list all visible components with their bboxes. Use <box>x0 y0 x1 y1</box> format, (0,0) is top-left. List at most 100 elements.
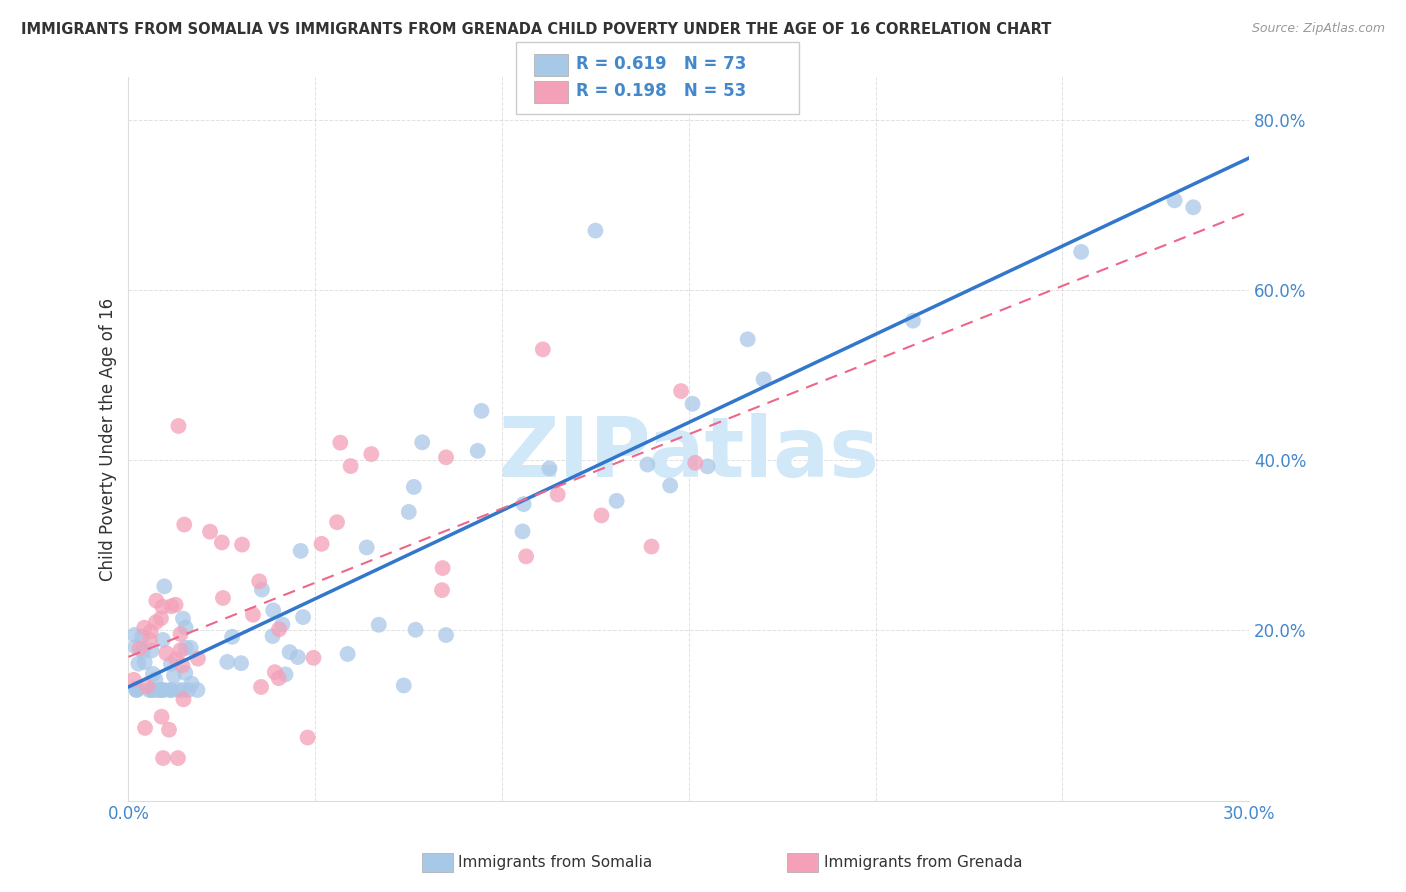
Text: ZIPatlas: ZIPatlas <box>498 413 879 494</box>
Point <box>150 683 173 698</box>
Point <box>367 617 389 632</box>
Point <box>242 607 264 622</box>
Point <box>172 612 194 626</box>
Point <box>152 599 174 614</box>
Point <box>336 647 359 661</box>
Point <box>297 731 319 745</box>
Point <box>263 665 285 680</box>
Text: R = 0.198   N = 53: R = 0.198 N = 53 <box>576 82 747 100</box>
Point <box>141 683 163 698</box>
Point <box>585 224 607 238</box>
Point <box>141 643 163 657</box>
Point <box>411 435 433 450</box>
Point <box>174 640 197 655</box>
Point <box>145 615 167 629</box>
Point <box>142 667 165 681</box>
Point <box>149 611 172 625</box>
Point <box>125 640 148 654</box>
Point <box>172 683 194 698</box>
Point <box>250 582 273 597</box>
Point <box>512 497 534 511</box>
Point <box>432 561 454 575</box>
Point <box>398 505 420 519</box>
Point <box>217 655 239 669</box>
Point <box>467 443 489 458</box>
Point <box>138 683 160 698</box>
Point <box>174 665 197 680</box>
Point <box>356 541 378 555</box>
Point <box>152 632 174 647</box>
Point <box>737 332 759 346</box>
Point <box>180 640 202 655</box>
Point <box>659 478 682 492</box>
Point <box>142 683 165 698</box>
Point <box>221 630 243 644</box>
Point <box>591 508 613 523</box>
Point <box>669 384 692 398</box>
Point <box>155 646 177 660</box>
Point <box>538 461 561 475</box>
Point <box>186 683 208 698</box>
Point <box>145 593 167 607</box>
Point <box>169 627 191 641</box>
Point <box>146 683 169 698</box>
Point <box>172 692 194 706</box>
Point <box>512 524 534 539</box>
Point <box>434 628 457 642</box>
Point <box>901 313 924 327</box>
Point <box>198 524 221 539</box>
Point <box>339 459 361 474</box>
Point <box>531 343 554 357</box>
Point <box>430 583 453 598</box>
Point <box>302 650 325 665</box>
Point <box>212 591 235 605</box>
Point <box>752 372 775 386</box>
Point <box>267 622 290 636</box>
Point <box>290 544 312 558</box>
Point <box>360 447 382 461</box>
Text: Source: ZipAtlas.com: Source: ZipAtlas.com <box>1251 22 1385 36</box>
Point <box>131 630 153 644</box>
Text: Immigrants from Grenada: Immigrants from Grenada <box>824 855 1022 870</box>
Point <box>262 629 284 643</box>
Point <box>1182 200 1205 214</box>
Point <box>174 621 197 635</box>
Point <box>187 651 209 665</box>
Point <box>160 599 183 614</box>
Text: R = 0.619   N = 73: R = 0.619 N = 73 <box>576 55 747 73</box>
Point <box>231 538 253 552</box>
Point <box>402 480 425 494</box>
Point <box>606 494 628 508</box>
Point <box>139 624 162 639</box>
Point <box>152 751 174 765</box>
Point <box>125 683 148 698</box>
Point <box>172 658 194 673</box>
Point <box>136 680 159 694</box>
Point <box>165 598 187 612</box>
Point <box>128 641 150 656</box>
Point <box>163 668 186 682</box>
Point <box>292 610 315 624</box>
Point <box>262 603 284 617</box>
Point <box>405 623 427 637</box>
Point <box>696 459 718 474</box>
Point <box>287 650 309 665</box>
Point <box>150 709 173 723</box>
Point <box>271 617 294 632</box>
Point <box>547 487 569 501</box>
Point <box>177 683 200 698</box>
Point <box>470 404 492 418</box>
Point <box>134 721 156 735</box>
Point <box>169 643 191 657</box>
Point <box>160 683 183 698</box>
Point <box>250 680 273 694</box>
Point <box>1070 244 1092 259</box>
Point <box>1163 194 1185 208</box>
Point <box>149 683 172 698</box>
Text: Immigrants from Somalia: Immigrants from Somalia <box>458 855 652 870</box>
Point <box>143 673 166 687</box>
Point <box>167 419 190 434</box>
Point <box>274 667 297 681</box>
Point <box>229 656 252 670</box>
Point <box>636 458 658 472</box>
